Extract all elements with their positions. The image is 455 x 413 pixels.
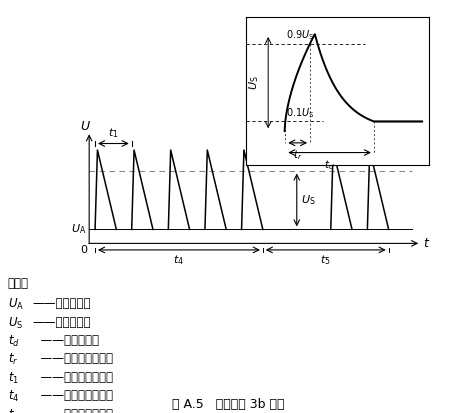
- Text: $U_{\mathrm{A}}$: $U_{\mathrm{A}}$: [71, 223, 86, 236]
- Text: $t_{4}$: $t_{4}$: [173, 254, 184, 268]
- Text: 0: 0: [80, 245, 86, 255]
- Text: $t_{5}$: $t_{5}$: [7, 408, 19, 413]
- Text: $t_{r}$: $t_{r}$: [292, 149, 302, 162]
- Text: ——供电电压；: ——供电电压；: [33, 297, 91, 310]
- Text: $t$: $t$: [422, 237, 429, 250]
- Text: $t_{d}$: $t_{d}$: [324, 159, 334, 172]
- Text: $t_{5}$: $t_{5}$: [320, 254, 330, 268]
- Text: $U_{\mathrm{S}}$: $U_{\mathrm{S}}$: [300, 193, 315, 207]
- Text: ——脉冲峰值；: ——脉冲峰值；: [33, 316, 91, 328]
- Text: ——猝发脉冲宽度；: ——猝发脉冲宽度；: [33, 389, 112, 402]
- Text: $U$: $U$: [80, 120, 90, 133]
- Text: $U_{\mathrm{A}}$: $U_{\mathrm{A}}$: [7, 297, 24, 312]
- Text: $t_{r}$: $t_{r}$: [7, 352, 18, 368]
- Text: ——猝发间隔时间。: ——猝发间隔时间。: [33, 408, 112, 413]
- Text: ——脉冲重复时间；: ——脉冲重复时间；: [33, 371, 112, 384]
- Text: ——脉冲宽度；: ——脉冲宽度；: [33, 334, 98, 347]
- Text: $U_{\mathrm{S}}$: $U_{\mathrm{S}}$: [247, 75, 261, 90]
- Text: $t_{1}$: $t_{1}$: [108, 126, 118, 140]
- Text: 图 A.5   试验脉冲 3b 波形: 图 A.5 试验脉冲 3b 波形: [172, 398, 283, 411]
- Text: $t_{4}$: $t_{4}$: [7, 389, 19, 404]
- Text: 说明：: 说明：: [7, 277, 29, 290]
- Text: ——脉冲上升时间；: ——脉冲上升时间；: [33, 352, 112, 366]
- Text: $0.9U_{\mathrm{S}}$: $0.9U_{\mathrm{S}}$: [285, 28, 314, 42]
- Text: $t_{d}$: $t_{d}$: [7, 334, 20, 349]
- Text: $t_{1}$: $t_{1}$: [7, 371, 19, 386]
- Text: $U_{\mathrm{S}}$: $U_{\mathrm{S}}$: [7, 316, 23, 331]
- Text: $0.1U_{\mathrm{S}}$: $0.1U_{\mathrm{S}}$: [285, 106, 314, 119]
